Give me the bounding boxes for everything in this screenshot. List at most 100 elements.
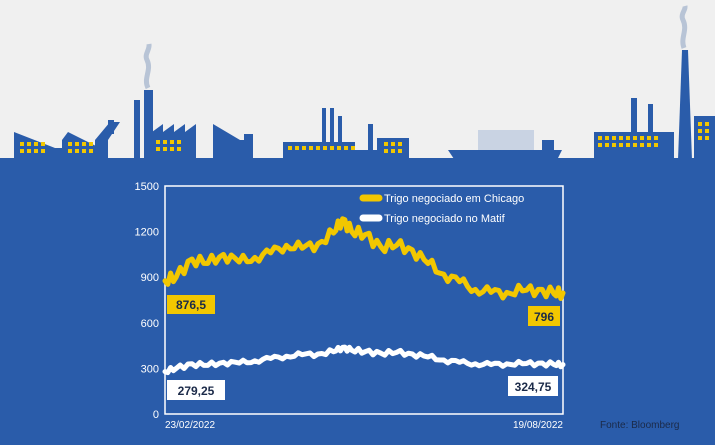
smoke-icon — [143, 43, 152, 90]
window-icon — [170, 140, 174, 144]
y-tick-label: 900 — [141, 272, 159, 284]
chimney — [322, 108, 326, 144]
window-icon — [89, 142, 93, 146]
data-label-matif-start: 279,25 — [178, 384, 215, 398]
window-icon — [316, 146, 320, 150]
y-tick-label: 1200 — [135, 227, 159, 239]
window-icon — [156, 140, 160, 144]
ground-background — [0, 158, 715, 445]
window-icon — [344, 146, 348, 150]
window-icon — [34, 149, 38, 153]
window-icon — [647, 143, 651, 147]
window-icon — [384, 142, 388, 146]
x-tick-label-start: 23/02/2022 — [165, 420, 215, 431]
smoke-icon — [679, 5, 688, 49]
window-icon — [337, 146, 341, 150]
window-icon — [619, 143, 623, 147]
window-icon — [398, 142, 402, 146]
data-label-matif-end: 324,75 — [515, 380, 552, 394]
window-icon — [705, 129, 709, 133]
window-icon — [34, 142, 38, 146]
legend: Trigo negociado em Chicago Trigo negocia… — [359, 193, 524, 225]
window-icon — [20, 149, 24, 153]
window-icon — [309, 146, 313, 150]
window-icon — [27, 142, 31, 146]
data-label-matif-start-box — [167, 380, 225, 400]
legend-label-matif: Trigo negociado no Matif — [384, 213, 506, 225]
chimney — [144, 90, 153, 160]
window-icon — [163, 140, 167, 144]
window-icon — [170, 147, 174, 151]
crane-icon — [95, 122, 120, 160]
window-icon — [398, 149, 402, 153]
window-icon — [633, 143, 637, 147]
y-axis: 0 300 600 900 1200 1500 — [135, 181, 159, 421]
window-icon — [68, 142, 72, 146]
window-icon — [598, 143, 602, 147]
window-icon — [633, 136, 637, 140]
window-icon — [351, 146, 355, 150]
window-icon — [27, 149, 31, 153]
window-icon — [391, 142, 395, 146]
ship-containers — [478, 130, 534, 150]
chimney — [338, 116, 342, 144]
data-label-chicago-end: 796 — [534, 310, 554, 324]
ship-bridge — [542, 140, 554, 150]
data-label-chicago-end-box — [528, 306, 560, 326]
window-icon — [75, 149, 79, 153]
window-icon — [384, 149, 388, 153]
window-icon — [323, 146, 327, 150]
window-icon — [640, 136, 644, 140]
window-icon — [163, 147, 167, 151]
window-icon — [654, 136, 658, 140]
factory-building — [244, 134, 253, 160]
data-label-chicago-start-box — [167, 295, 215, 314]
source-note: Fonte: Bloomberg — [600, 420, 680, 431]
window-icon — [654, 143, 658, 147]
crane-icon — [213, 124, 250, 160]
window-icon — [330, 146, 334, 150]
chimney — [368, 124, 373, 150]
factory-windows — [20, 122, 709, 153]
window-icon — [288, 146, 292, 150]
data-label-matif-end-box — [508, 376, 558, 396]
chimney — [678, 50, 692, 160]
window-icon — [82, 142, 86, 146]
series-line-chicago — [162, 216, 566, 301]
window-icon — [647, 136, 651, 140]
window-icon — [705, 136, 709, 140]
plot-frame — [164, 185, 564, 415]
data-label-chicago-start: 876,5 — [176, 298, 206, 312]
window-icon — [598, 136, 602, 140]
window-icon — [75, 142, 79, 146]
y-tick-label: 1500 — [135, 181, 159, 193]
window-icon — [698, 136, 702, 140]
window-icon — [705, 122, 709, 126]
factory-building — [694, 116, 715, 160]
factory-building — [355, 150, 377, 160]
window-icon — [640, 143, 644, 147]
window-icon — [68, 149, 72, 153]
window-icon — [89, 149, 93, 153]
window-icon — [302, 146, 306, 150]
window-icon — [619, 136, 623, 140]
window-icon — [612, 136, 616, 140]
window-icon — [177, 140, 181, 144]
window-icon — [391, 149, 395, 153]
chimney — [134, 100, 140, 160]
window-icon — [20, 142, 24, 146]
window-icon — [82, 149, 86, 153]
window-icon — [612, 143, 616, 147]
window-icon — [605, 143, 609, 147]
chimney — [330, 108, 334, 144]
window-icon — [295, 146, 299, 150]
x-tick-label-end: 19/08/2022 — [513, 420, 563, 431]
legend-label-chicago: Trigo negociado em Chicago — [384, 193, 524, 205]
window-icon — [605, 136, 609, 140]
window-icon — [156, 147, 160, 151]
series-line-matif — [162, 344, 566, 376]
y-tick-label: 300 — [141, 363, 159, 375]
y-tick-label: 600 — [141, 318, 159, 330]
factory-building — [283, 142, 355, 160]
